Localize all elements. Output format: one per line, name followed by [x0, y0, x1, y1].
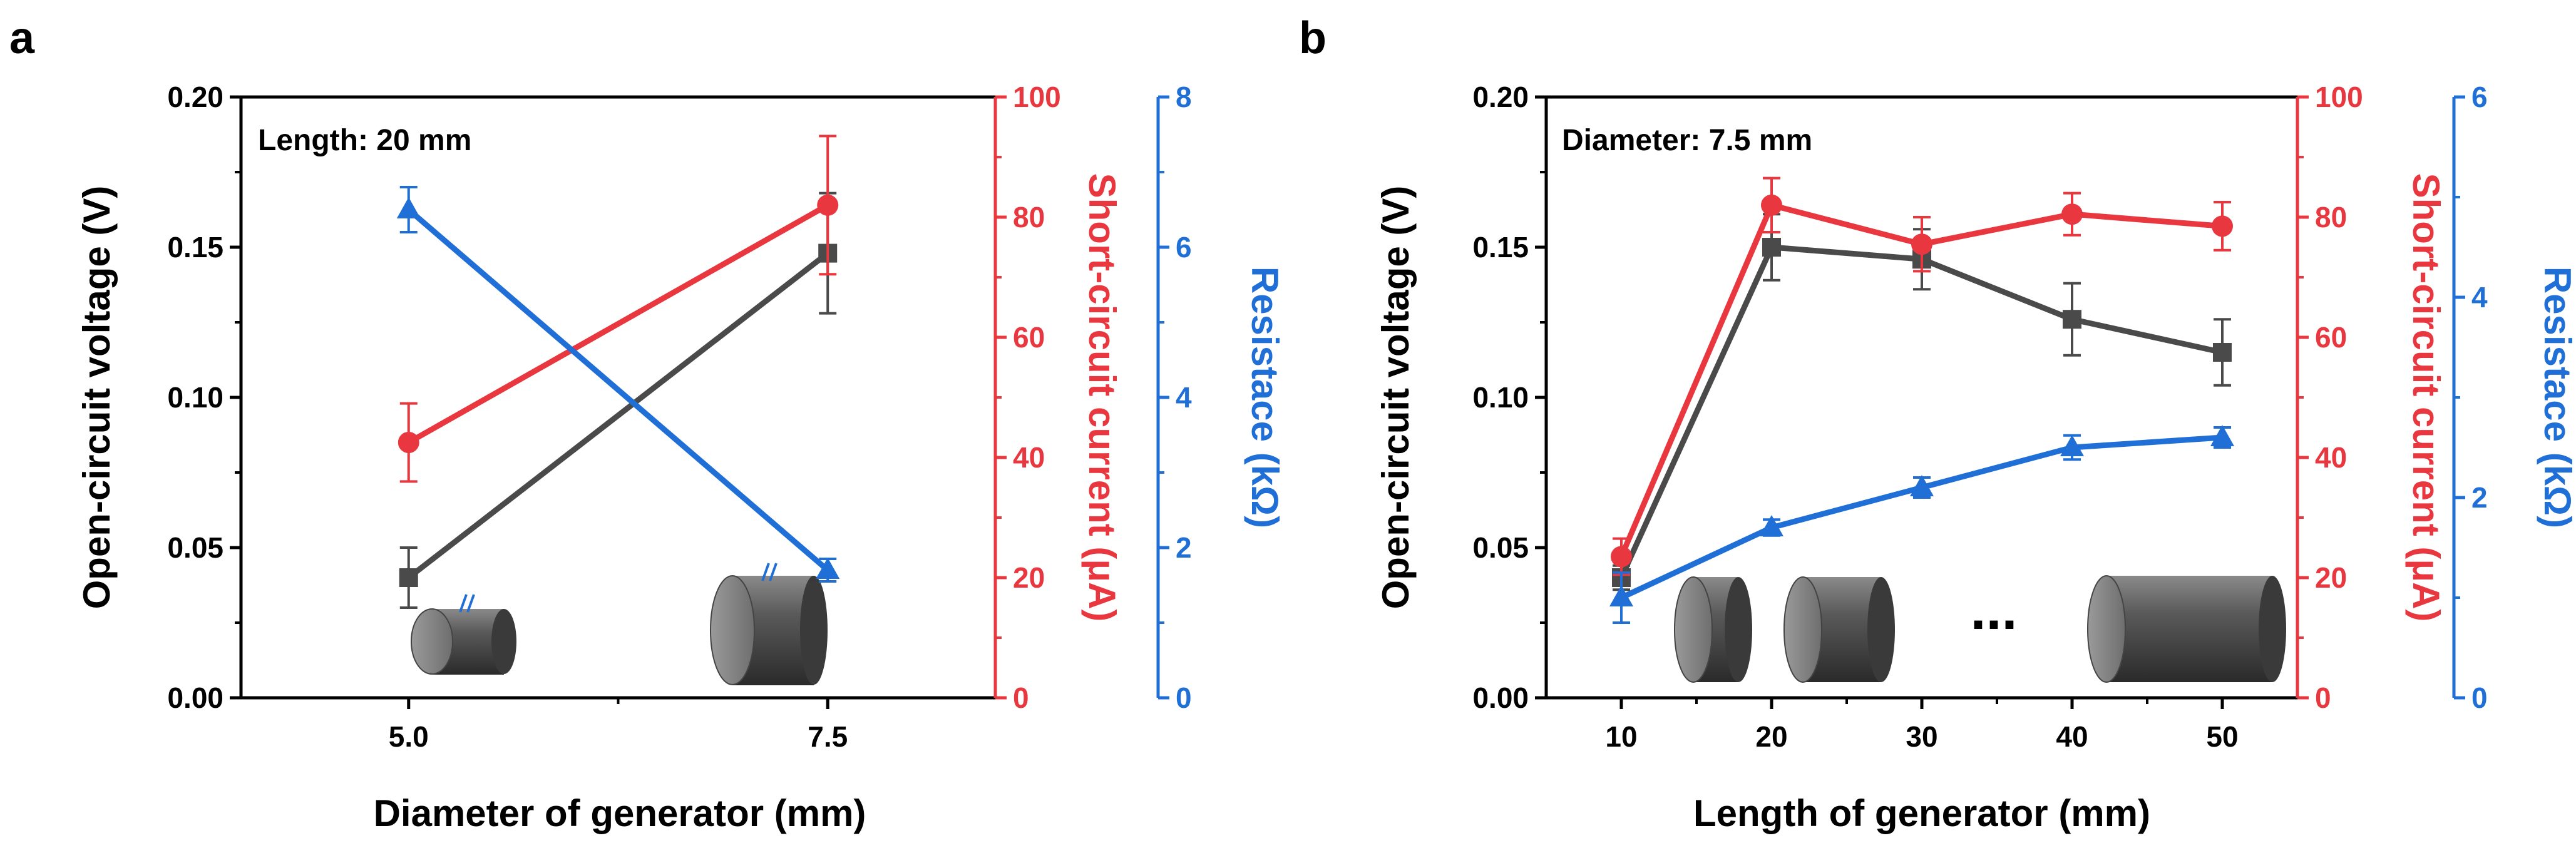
resistance-point — [1910, 475, 1934, 496]
panel-a-label: a — [9, 13, 35, 63]
panel-b: b Diameter: 7.5 mm ... 0.000.050.100.150… — [1299, 13, 2576, 834]
cylinder-10mm-icon — [1674, 576, 1752, 683]
x-tick-label: 40 — [2056, 720, 2088, 753]
resistance-point — [1609, 585, 1633, 606]
resistance-point — [1760, 515, 1783, 536]
right1-tick-label: 60 — [2315, 321, 2347, 354]
current-point — [817, 194, 839, 216]
cylinder-20mm-icon — [1783, 576, 1895, 683]
right1-tick-label: 0 — [2315, 682, 2331, 714]
right1-series-line — [407, 202, 829, 445]
right2-series-line — [1620, 434, 2223, 601]
right2-tick-label: 4 — [2471, 281, 2488, 314]
ellipsis-text: ... — [1970, 579, 2017, 641]
right2-tick-label: 8 — [1176, 81, 1192, 113]
panel-b-current-axis-label: Short-circuit current (μA) — [2405, 173, 2447, 622]
current-point — [1611, 546, 1632, 568]
panel-b-voltage-axis-label: Open-circuit voltage (V) — [1375, 186, 1417, 610]
left-tick-label: 0.10 — [1472, 381, 1529, 414]
right1-tick-label: 60 — [1013, 321, 1045, 354]
right2-tick-label: 6 — [1176, 231, 1192, 263]
current-point — [2061, 203, 2083, 225]
left-tick-label: 0.20 — [167, 81, 223, 113]
right1-tick-label: 100 — [1013, 81, 1061, 113]
x-tick-label: 50 — [2206, 720, 2238, 753]
left-tick-label: 0.05 — [167, 531, 223, 564]
panel-a-current-axis-label: Short-circuit current (μA) — [1081, 173, 1123, 622]
right2-series-line — [406, 207, 830, 573]
left-tick-label: 0.05 — [1472, 531, 1529, 564]
current-point — [1911, 233, 1932, 255]
right2-tick-label: 6 — [2471, 81, 2488, 113]
resistance-point — [2060, 435, 2084, 456]
left-tick-label: 0.20 — [1472, 81, 1529, 113]
small-cylinder-icon — [411, 594, 516, 675]
right1-tick-label: 0 — [1013, 682, 1029, 714]
right2-tick-label: 2 — [1176, 531, 1192, 564]
right2-tick-label: 0 — [2471, 682, 2488, 714]
current-point — [2212, 215, 2233, 237]
panel-b-resistance-axis-label: Resistace (kΩ) — [2537, 267, 2576, 528]
voltage-point — [1762, 238, 1781, 257]
x-tick-label: 7.5 — [808, 720, 848, 753]
cylinder-50mm-icon — [2087, 575, 2286, 683]
right1-tick-label: 80 — [2315, 201, 2347, 233]
voltage-point — [2063, 310, 2081, 329]
right2-tick-label: 2 — [2471, 481, 2488, 514]
x-tick-label: 10 — [1605, 720, 1637, 753]
panel-a-x-axis-label: Diameter of generator (mm) — [374, 792, 866, 834]
panel-a-resistance-axis-label: Resistace (kΩ) — [1244, 267, 1286, 528]
panel-b-label: b — [1299, 13, 1326, 63]
current-point — [398, 432, 419, 453]
panel-a-annotation: Length: 20 mm — [258, 124, 471, 157]
panel-b-annotation: Diameter: 7.5 mm — [1562, 124, 1812, 157]
x-tick-label: 30 — [1906, 720, 1937, 753]
left-tick-label: 0.00 — [1472, 682, 1529, 714]
left-tick-label: 0.00 — [167, 682, 223, 714]
voltage-point — [399, 568, 418, 587]
left-tick-label: 0.15 — [1472, 231, 1529, 263]
panel-a: a Length: 20 mm — [9, 13, 1286, 834]
right1-tick-label: 20 — [1013, 561, 1045, 594]
voltage-point — [2213, 343, 2232, 362]
right1-tick-label: 40 — [1013, 441, 1045, 474]
large-cylinder-icon — [710, 563, 828, 685]
right2-tick-label: 0 — [1176, 682, 1192, 714]
right1-tick-label: 40 — [2315, 441, 2347, 474]
current-point — [1761, 194, 1782, 216]
x-tick-label: 5.0 — [389, 720, 429, 753]
left-series-line — [1618, 244, 2223, 579]
panel-a-voltage-axis-label: Open-circuit voltage (V) — [76, 186, 118, 610]
resistance-point — [396, 197, 421, 218]
right2-tick-label: 4 — [1176, 381, 1192, 414]
right1-tick-label: 80 — [1013, 201, 1045, 233]
right1-tick-label: 20 — [2315, 561, 2347, 594]
x-tick-label: 20 — [1755, 720, 1787, 753]
left-tick-label: 0.15 — [167, 231, 223, 263]
right1-tick-label: 100 — [2315, 81, 2363, 113]
resistance-point — [816, 558, 840, 579]
panel-a-plot: 0.00 0.05 0.10 0.15 0.20 0 20 40 60 80 100 0 2 4 6 8 5.0… — [167, 81, 1192, 753]
left-tick-label: 0.10 — [167, 381, 223, 414]
resistance-point — [2210, 425, 2234, 446]
panel-a-plot-frame — [239, 95, 997, 700]
panel-b-plot: 0.00 0.05 0.10 0.15 0.20 0 20 40 60 80 100 0 2 4 6 10 20… — [1472, 81, 2488, 753]
left-series-line — [407, 251, 829, 580]
panel-b-x-axis-label: Length of generator (mm) — [1693, 792, 2150, 834]
